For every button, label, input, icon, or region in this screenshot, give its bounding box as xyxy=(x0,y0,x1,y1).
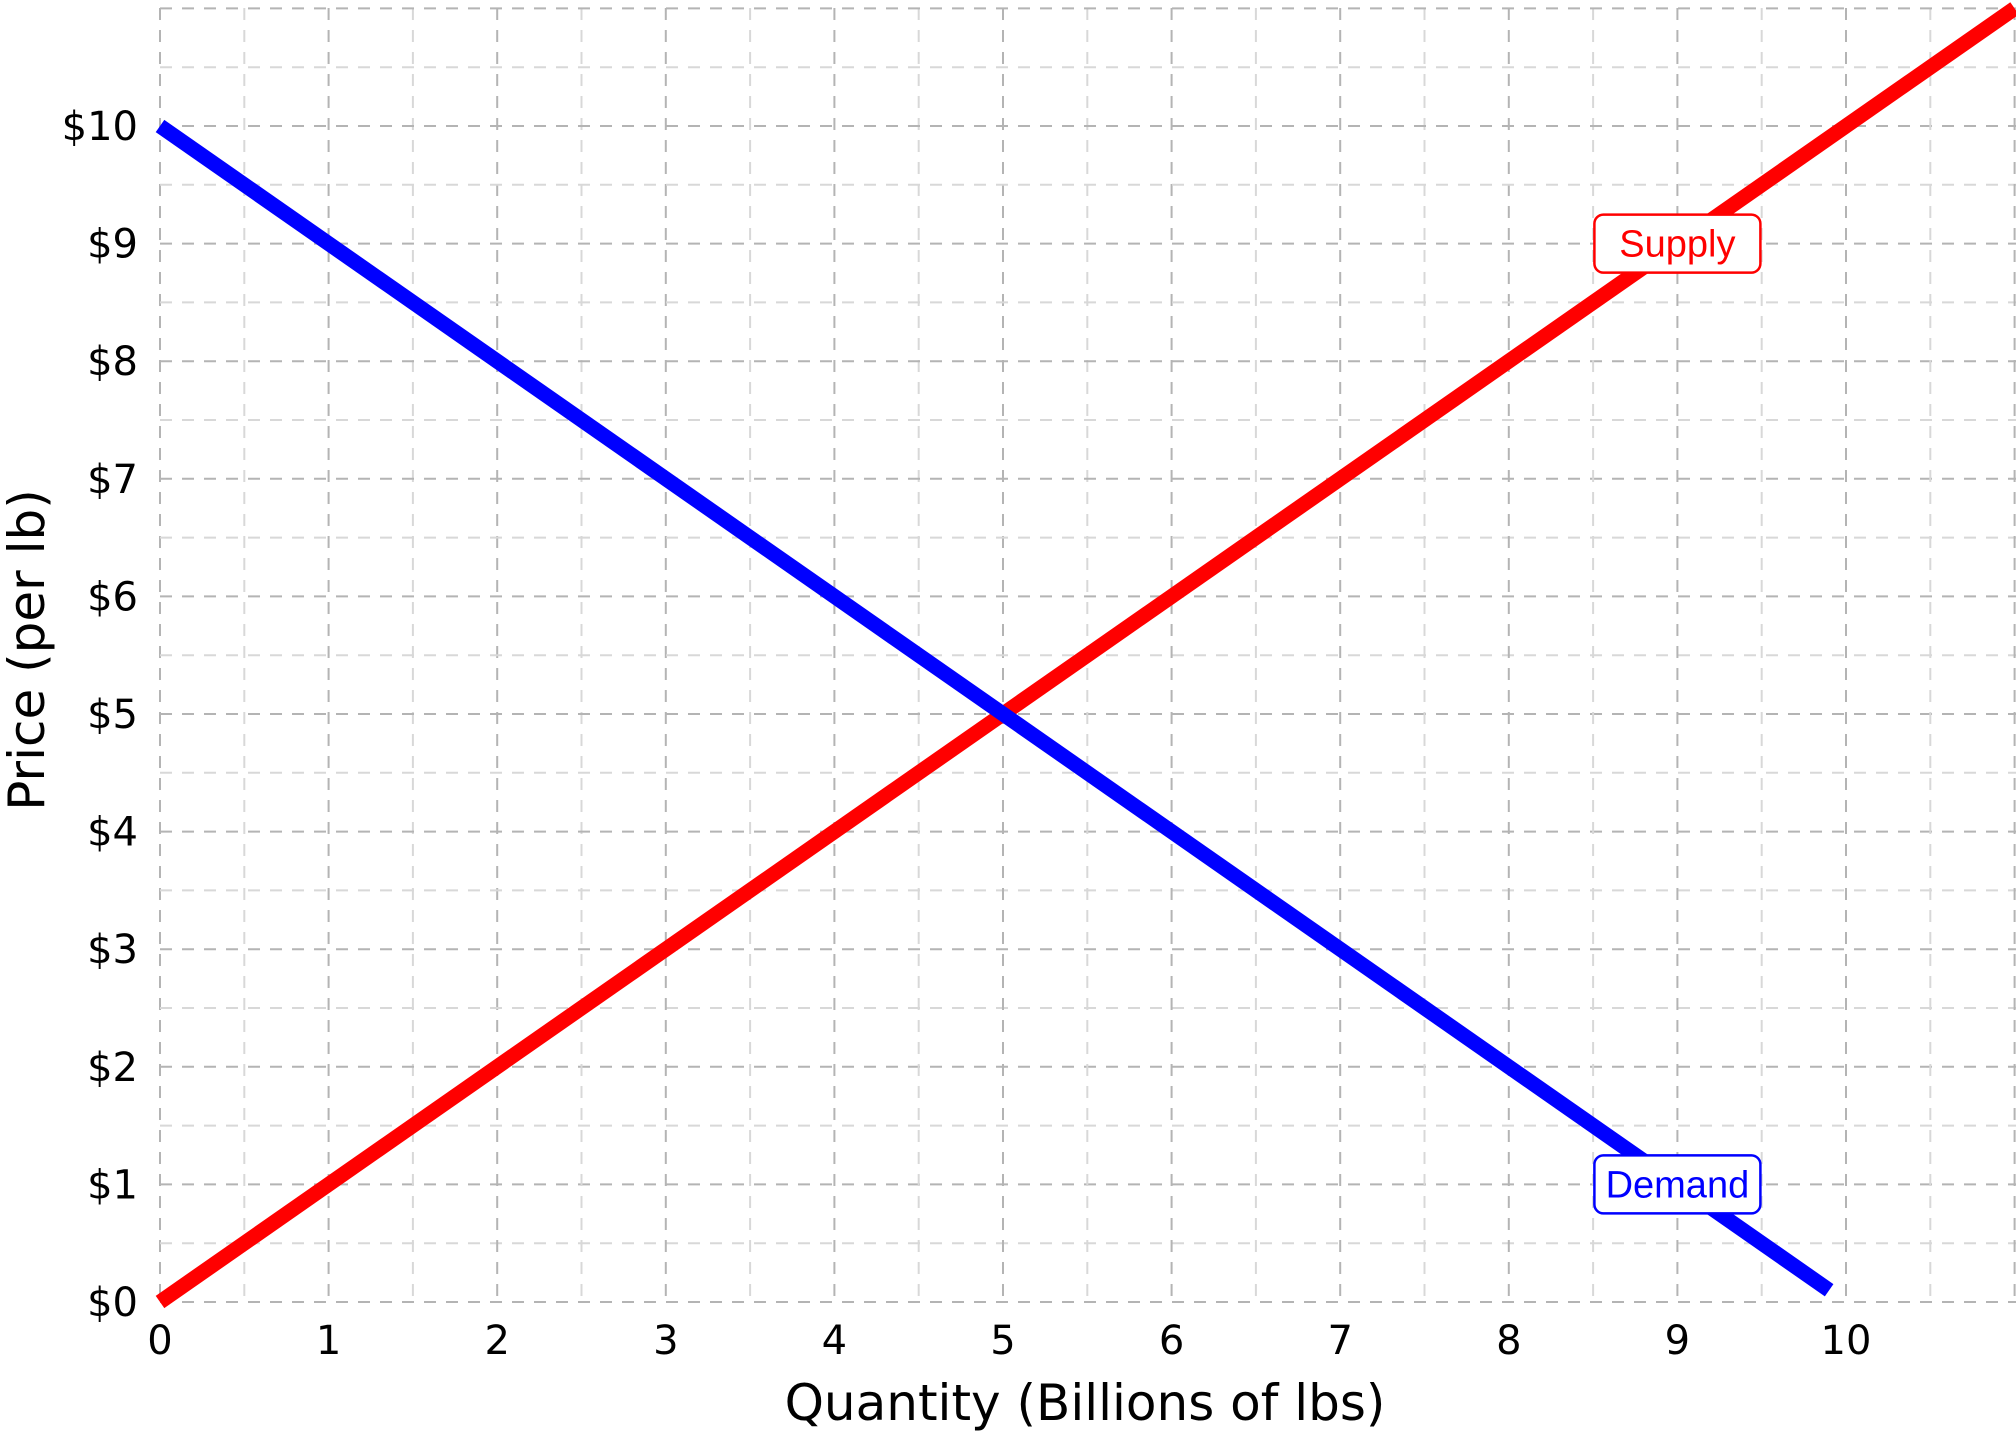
x-tick-label: 4 xyxy=(822,1318,847,1364)
series-labels: Supply Demand xyxy=(1593,213,1762,1215)
x-tick-label: 8 xyxy=(1496,1318,1521,1364)
y-tick-label: $2 xyxy=(87,1045,138,1091)
y-tick-label: $0 xyxy=(87,1280,138,1326)
x-tick-label: 1 xyxy=(316,1318,341,1364)
x-tick-label: 0 xyxy=(147,1318,172,1364)
supply-label-box xyxy=(1593,213,1762,274)
y-tick-label: $6 xyxy=(87,574,138,620)
y-tick-label: $7 xyxy=(87,457,138,503)
series-lines xyxy=(155,2,2016,1309)
x-tick-label: 6 xyxy=(1159,1318,1184,1364)
y-tick-label: $9 xyxy=(87,222,138,268)
demand-line xyxy=(155,119,1834,1297)
y-tick-label: $4 xyxy=(87,810,138,856)
x-tick-label: 10 xyxy=(1821,1318,1872,1364)
supply-line xyxy=(155,2,2016,1309)
x-axis-title: Quantity (Billions of lbs) xyxy=(785,1374,1386,1432)
supply-label: Supply xyxy=(1619,224,1735,266)
x-tick-label: 2 xyxy=(484,1318,509,1364)
y-tick-label: $5 xyxy=(87,692,138,738)
x-tick-label: 5 xyxy=(990,1318,1015,1364)
y-tick-label: $3 xyxy=(87,927,138,973)
x-tick-labels: 0 1 2 3 4 5 6 7 8 9 10 xyxy=(147,1318,1871,1364)
demand-label-box xyxy=(1593,1154,1762,1215)
y-tick-labels: $0 $1 $2 $3 $4 $5 $6 $7 $8 $9 $10 xyxy=(62,104,138,1326)
demand-label: Demand xyxy=(1606,1164,1750,1206)
grid xyxy=(159,7,2016,1303)
y-tick-label: $10 xyxy=(62,104,138,150)
x-tick-label: 9 xyxy=(1665,1318,1690,1364)
x-tick-label: 7 xyxy=(1327,1318,1352,1364)
y-tick-label: $1 xyxy=(87,1162,138,1208)
x-tick-label: 3 xyxy=(653,1318,678,1364)
y-axis-title: Price (per lb) xyxy=(0,489,56,810)
y-tick-label: $8 xyxy=(87,339,138,385)
